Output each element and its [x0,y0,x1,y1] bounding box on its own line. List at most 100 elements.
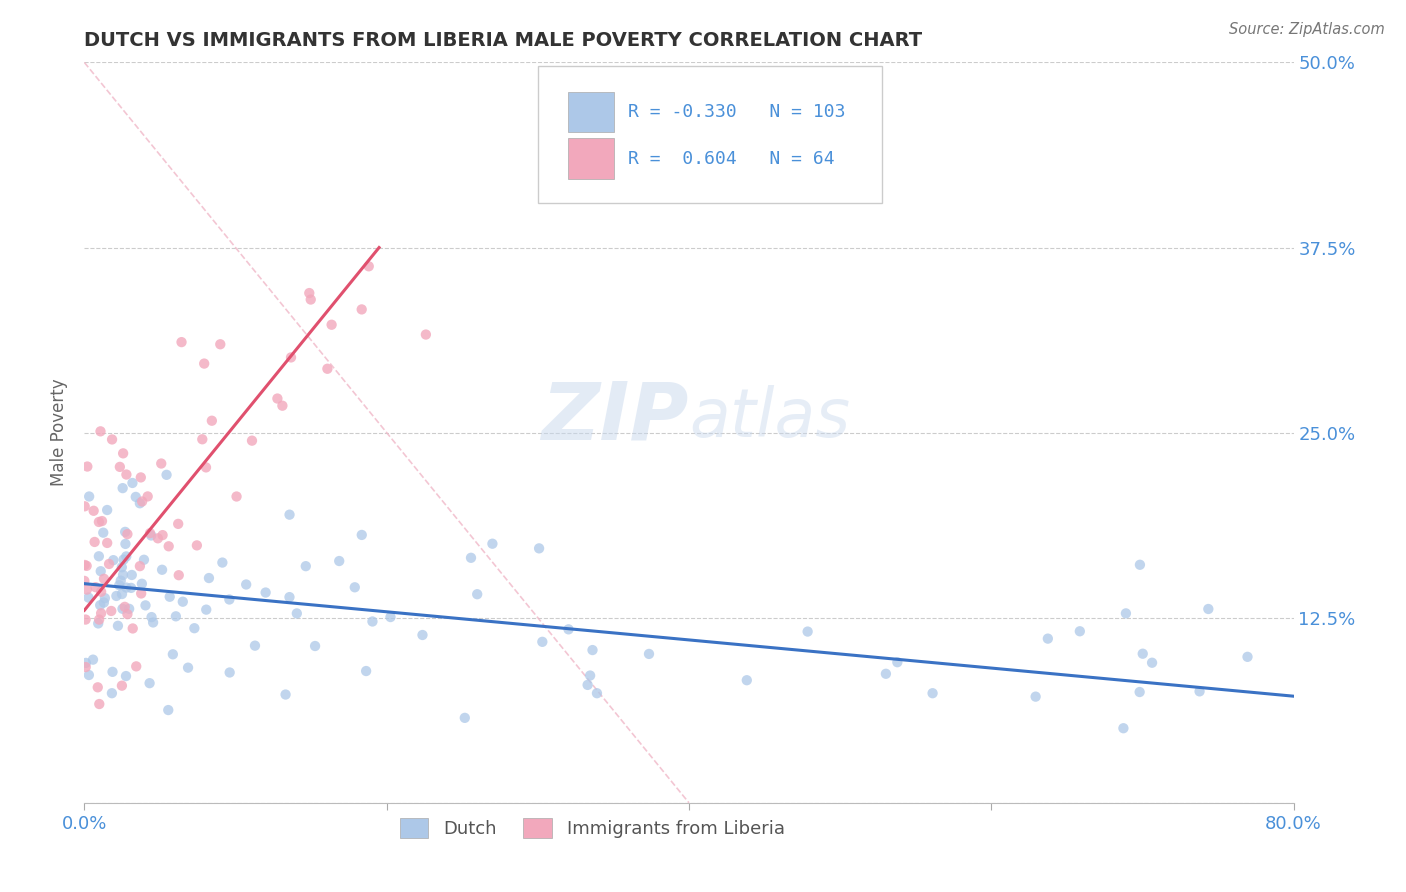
Point [354,664,377,678]
Point [114,599,136,614]
Point [101,686,124,700]
Point [121,622,143,636]
Point [1069,624,1091,639]
Point [87,515,110,529]
Point [274,688,297,702]
Point [294,559,316,574]
Point [76,459,98,474]
Point [146,531,169,545]
Point [531,635,554,649]
Point [114,524,136,539]
Point [115,467,138,482]
Point [83,504,105,518]
Point [89,697,111,711]
Point [254,585,277,599]
Point [77,668,100,682]
Point [357,260,380,274]
Point [211,556,233,570]
Point [141,610,163,624]
Point [1115,607,1137,621]
Point [83,535,105,549]
Point [316,361,339,376]
Point [87,616,110,631]
Point [299,293,322,307]
Point [84,580,107,594]
Point [101,433,124,447]
Point [125,659,148,673]
Point [735,673,758,688]
Text: Source: ZipAtlas.com: Source: ZipAtlas.com [1229,22,1385,37]
Point [77,490,100,504]
Point [114,537,136,551]
Point [96,503,118,517]
Point [111,679,134,693]
Point [1025,690,1047,704]
Point [117,527,139,541]
Point [240,434,263,448]
Point [111,587,134,601]
Point [576,678,599,692]
Point [481,537,503,551]
Point [131,494,153,508]
Point [136,490,159,504]
Point [328,554,350,568]
Point [225,490,247,504]
Point [271,399,294,413]
Point [380,610,402,624]
Point [796,624,818,639]
Point [73,500,96,514]
Point [115,669,138,683]
FancyBboxPatch shape [568,92,614,132]
Point [454,711,477,725]
Point [111,601,134,615]
Point [209,337,232,351]
Point [193,357,215,371]
Point [172,595,194,609]
Point [87,549,110,564]
Point [121,568,143,582]
Point [100,604,122,618]
Point [121,475,143,490]
Point [361,615,384,629]
Point [527,541,550,556]
Point [90,584,112,599]
Point [76,582,98,597]
Point [120,581,142,595]
Point [98,557,121,571]
Point [218,665,240,680]
Point [115,549,138,564]
Point [1036,632,1059,646]
Point [162,648,184,662]
Point [105,589,128,603]
Point [108,459,131,474]
Point [638,647,661,661]
Point [132,553,155,567]
Text: DUTCH VS IMMIGRANTS FROM LIBERIA MALE POVERTY CORRELATION CHART: DUTCH VS IMMIGRANTS FROM LIBERIA MALE PO… [84,30,922,50]
Point [112,568,135,582]
Point [94,591,117,606]
Point [139,526,162,541]
Text: R = -0.330   N = 103: R = -0.330 N = 103 [628,103,846,121]
Point [93,572,115,586]
Point [141,528,163,542]
Point [1132,647,1154,661]
Point [77,591,100,605]
Point [218,592,240,607]
Point [411,628,433,642]
Point [91,514,114,528]
Point [191,432,214,446]
Point [129,586,152,600]
Point [152,528,174,542]
Point [110,574,132,588]
Text: atlas: atlas [689,384,851,450]
Point [170,335,193,350]
Point [195,602,218,616]
Point [1188,684,1211,698]
Point [198,571,221,585]
Point [90,607,112,621]
Point [201,414,224,428]
Point [875,666,897,681]
Point [581,643,603,657]
Point [75,660,97,674]
Point [117,607,139,621]
